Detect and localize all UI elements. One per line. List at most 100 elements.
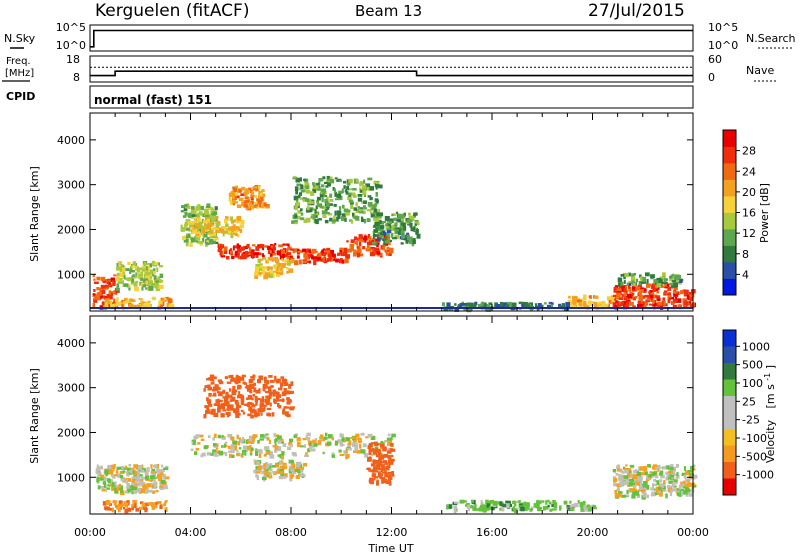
velocity-scatter-cell [668,480,674,484]
power-scatter-cell [383,235,386,240]
velocity-scatter-cell [125,479,128,484]
velocity-scatter-cell [193,441,196,445]
power-scatter-cell [624,274,629,278]
velocity-scatter-cell [472,506,477,511]
velocity-scatter-cell [659,492,663,497]
velocity-scatter-cell [265,395,269,399]
power-scatter-cell [364,218,367,224]
power-scatter-cell [281,249,286,254]
velocity-scatter-cell [262,383,268,389]
power-scatter-cell [188,213,192,219]
power-scatter-cell [637,300,643,306]
power-scatter-cell [511,302,517,308]
velocity-scatter-cell [368,467,371,472]
velocity-scatter-cell [671,482,675,488]
power-scatter-cell [195,235,200,239]
power-scatter-cell [340,253,344,257]
power-scatter-cell [159,273,164,279]
power-scatter-cell [92,303,96,308]
velocity-scatter-cell [133,464,138,468]
velocity-scatter-cell [656,481,660,485]
velocity-scatter-cell [127,508,132,512]
power-scatter-cell [354,236,358,241]
power-scatter-cell [314,185,319,189]
velocity-scatter-cell [235,413,240,418]
velocity-scatter-cell [378,453,384,459]
nsky-frame [89,24,694,52]
cpid-value: normal (fast) 151 [94,93,212,107]
power-scatter-cell [361,240,365,243]
power-scatter-cell [341,188,344,194]
power-scatter-cell [406,232,410,237]
velocity-scatter-cell [163,486,168,490]
power-scatter-cell [376,212,379,217]
power-scatter-cell [224,218,228,224]
power-ytick-label: 1000 [57,268,85,281]
velocity-scatter-cell [666,473,670,478]
power-scatter-cell [573,302,577,305]
power-scatter-cell [222,232,225,237]
velocity-scatter-cell [104,506,109,510]
velocity-scatter-cell [150,471,156,474]
velocity-scatter-cell [288,390,293,394]
velocity-scatter-cell [390,448,396,452]
power-scatter-cell [654,279,657,283]
power-scatter-cell [255,254,259,258]
velocity-scatter-cell [665,493,668,499]
power-scatter-cell [414,223,417,226]
power-scatter-cell [234,192,239,196]
velocity-scatter-cell [680,490,684,496]
power-scatter-cell [129,298,134,302]
velocity-scatter-cell [283,388,287,393]
power-scatter-cell [620,274,625,277]
power-scatter-cell [218,247,222,251]
velocity-scatter-cell [296,461,302,466]
power-scatter-cell [108,291,114,295]
station-title: Kerguelen (fitACF) [95,1,249,21]
power-scatter-cell [396,228,402,233]
velocity-scatter-cell [230,374,234,378]
power-scatter-cell [117,260,123,263]
velocity-scatter-cell [474,503,477,509]
power-scatter-cell [134,286,139,292]
velocity-scatter-cell [512,500,516,505]
power-scatter-cell [286,256,290,261]
velocity-scatter-cell [143,476,146,480]
power-scatter-cell [688,292,693,295]
power-scatter-cell [261,203,264,208]
power-scatter-cell [377,237,381,242]
velocity-scatter-cell [683,490,688,495]
velocity-scatter-cell [347,448,352,451]
velocity-scatter-cell [158,477,162,481]
velocity-scatter-cell [282,408,286,411]
power-scatter-cell [203,234,208,238]
power-scatter-cell [637,284,642,288]
power-scatter-cell [375,226,380,231]
velocity-scatter-cell [284,411,289,417]
velocity-scatter-cell [232,440,238,445]
velocity-scatter-cell [237,395,242,399]
velocity-scatter-cell [128,485,133,488]
power-scatter-cell [317,252,322,257]
velocity-scatter-cell [289,438,294,443]
velocity-scatter-cell [262,387,266,391]
velocity-scatter-cell [137,471,141,476]
velocity-scatter-cell [151,484,154,488]
velocity-scatter-cell [684,466,686,471]
velocity-scatter-cell [106,487,111,490]
power-scatter-cell [370,211,373,214]
velocity-scatter-cell [278,387,281,391]
velocity-scatter-cell [616,483,620,487]
velocity-scatter-cell [254,398,259,403]
power-scatter-cell [344,189,348,193]
velocity-scatter-cell [373,466,376,470]
power-scatter-cell [149,280,153,285]
power-scatter-cell [119,267,123,272]
power-scatter-cell [362,210,366,215]
velocity-scatter-cell [248,438,253,442]
power-scatter-cell [295,190,298,195]
power-scatter-cell [122,267,126,272]
velocity-scatter-cell [232,389,236,393]
velocity-scatter-cell [151,482,155,487]
